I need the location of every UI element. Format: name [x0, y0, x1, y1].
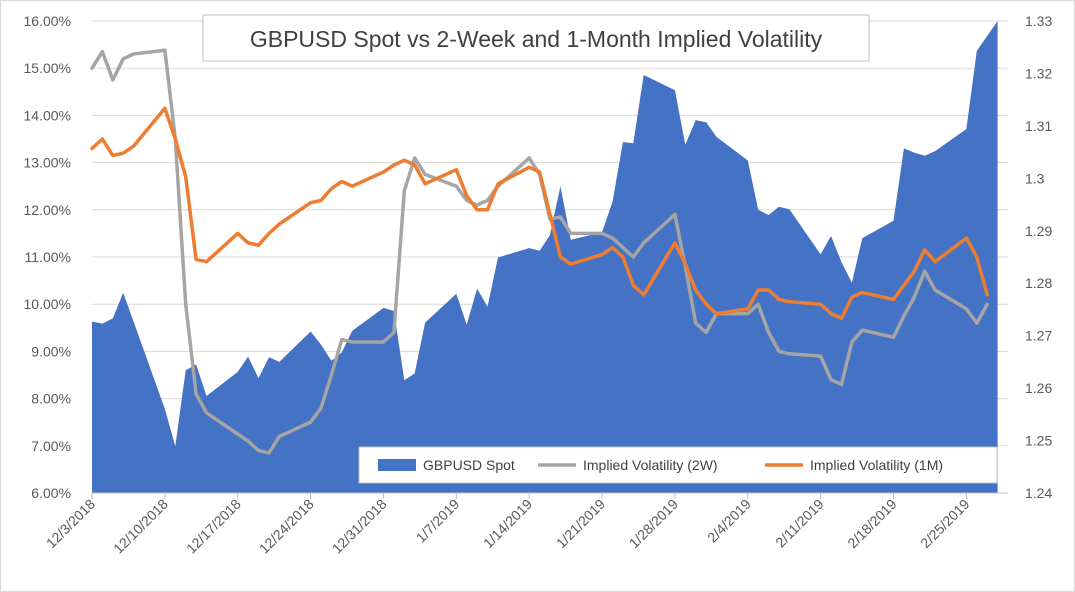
x-axis-ticks: 12/3/2018 12/10/2018 12/17/2018 12/24/2018 1… [43, 496, 973, 557]
x-tick-label: 2/18/2019 [844, 496, 900, 552]
y-right-tick-label: 1.28 [1025, 275, 1052, 291]
legend-label: Implied Volatility (1M) [810, 457, 943, 473]
legend-box [358, 446, 998, 484]
y-right-tick-label: 1.32 [1025, 65, 1052, 81]
axes [91, 492, 1008, 499]
y-left-tick-label: 6.00% [31, 485, 71, 501]
x-tick-label: 12/17/2018 [183, 496, 244, 557]
chart-title-box: GBPUSD Spot vs 2-Week and 1-Month Implie… [202, 14, 870, 62]
y-left-tick-label: 7.00% [31, 438, 71, 454]
y-right-tick-label: 1.3 [1025, 170, 1045, 186]
x-tick-label: 1/21/2019 [553, 496, 609, 552]
y-right-tick-label: 1.24 [1025, 485, 1052, 501]
x-tick-label: 1/28/2019 [626, 496, 682, 552]
series-line-implied-vol-1m [90, 106, 989, 321]
x-tick-label: 2/4/2019 [704, 496, 754, 546]
legend: GBPUSD Spot Implied Volatility (2W) Implie… [358, 446, 998, 484]
x-tick-label: 12/24/2018 [256, 496, 317, 557]
y-left-tick-label: 10.00% [24, 296, 71, 312]
chart-title: GBPUSD Spot vs 2-Week and 1-Month Implie… [250, 26, 823, 52]
x-tick-label: 1/14/2019 [480, 496, 536, 552]
y-left-tick-label: 14.00% [24, 107, 71, 123]
x-tick-label: 2/25/2019 [917, 496, 973, 552]
y-left-tick-label: 13.00% [24, 155, 71, 171]
line-layer [90, 48, 989, 455]
y-right-tick-label: 1.29 [1025, 223, 1052, 239]
left-axis-ticks: 6.00% 7.00% 8.00% 9.00% 10.00% 11.00% 12.00% 13… [24, 13, 71, 501]
y-left-tick-label: 15.00% [24, 60, 71, 76]
y-left-tick-label: 16.00% [24, 13, 71, 29]
y-right-tick-label: 1.31 [1025, 118, 1052, 134]
right-axis-ticks: 1.24 1.25 1.26 1.27 1.28 1.29 1.3 1.31 1.32 1.33 [1025, 13, 1052, 501]
area-layer [92, 21, 998, 493]
y-left-tick-label: 11.00% [25, 249, 71, 265]
y-right-tick-label: 1.26 [1025, 380, 1052, 396]
x-tick-label: 12/31/2018 [329, 496, 390, 557]
y-right-tick-label: 1.33 [1025, 13, 1052, 29]
legend-label: Implied Volatility (2W) [583, 457, 718, 473]
series-area-gbpusd-spot [92, 21, 998, 493]
x-tick-label: 1/7/2019 [413, 496, 463, 546]
y-left-tick-label: 8.00% [31, 391, 71, 407]
y-left-tick-label: 12.00% [24, 202, 71, 218]
y-right-tick-label: 1.27 [1025, 328, 1052, 344]
title-background [202, 14, 870, 62]
legend-label: GBPUSD Spot [423, 457, 515, 473]
x-tick-label: 12/10/2018 [110, 496, 171, 557]
x-tick-label: 12/3/2018 [43, 496, 99, 552]
y-left-tick-label: 9.00% [31, 343, 71, 359]
legend-swatch-area [378, 459, 416, 471]
y-right-tick-label: 1.25 [1025, 433, 1052, 449]
x-tick-label: 2/11/2019 [772, 496, 827, 551]
